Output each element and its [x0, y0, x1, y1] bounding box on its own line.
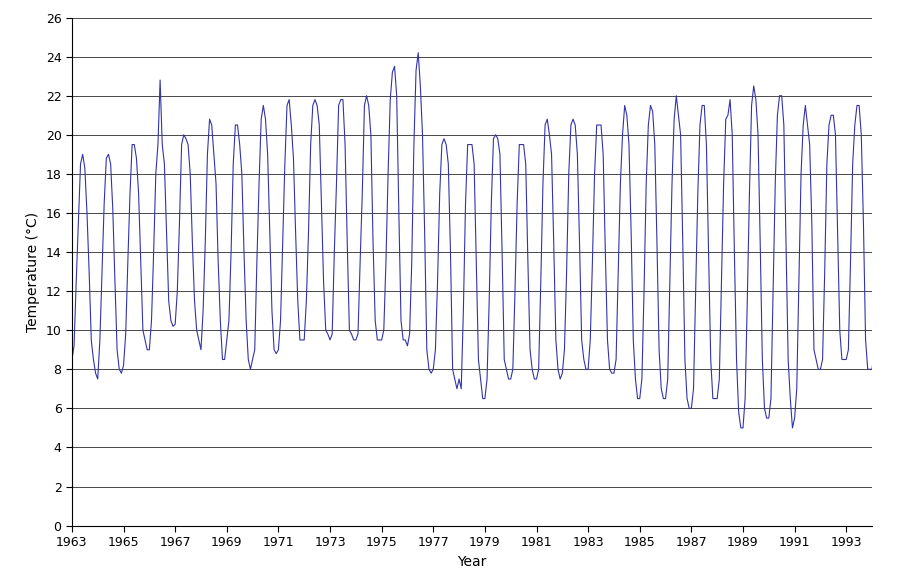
Y-axis label: Temperature (°C): Temperature (°C) — [26, 211, 40, 332]
X-axis label: Year: Year — [458, 555, 486, 569]
